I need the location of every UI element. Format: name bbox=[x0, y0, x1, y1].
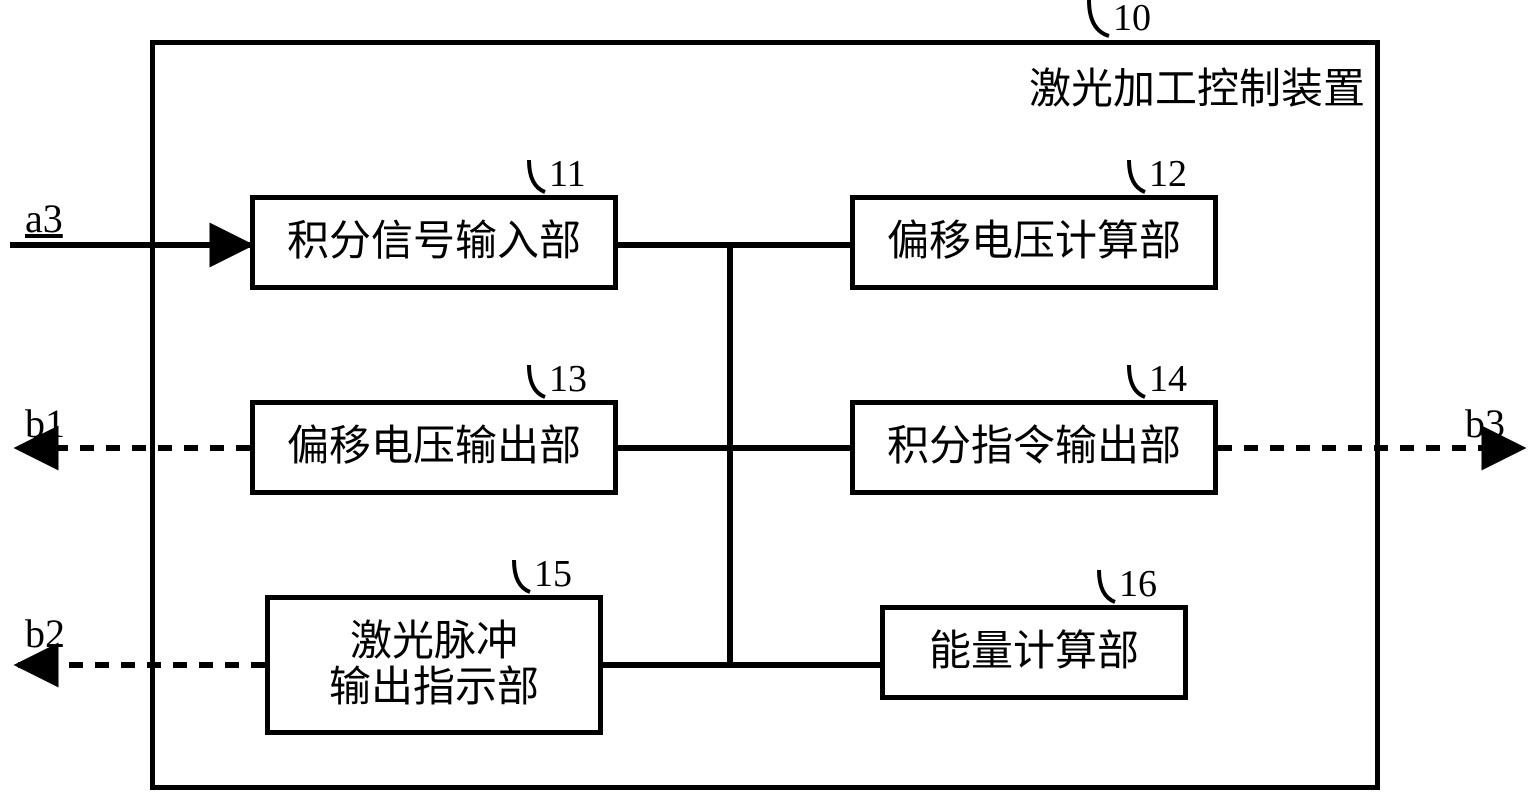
ref-16: 16 bbox=[1095, 562, 1157, 606]
ext-label-a3: a3 bbox=[25, 195, 63, 242]
block-16: 能量计算部 bbox=[880, 605, 1188, 700]
outer-ref-10: 10 bbox=[1085, 0, 1151, 40]
ext-label-b1: b1 bbox=[25, 400, 65, 447]
ref-11: 11 bbox=[525, 152, 586, 196]
ext-label-b2: b2 bbox=[25, 610, 65, 657]
block-12: 偏移电压计算部 bbox=[850, 195, 1218, 290]
ext-label-b3: b3 bbox=[1465, 400, 1505, 447]
ref-13: 13 bbox=[525, 357, 587, 401]
block-11: 积分信号输入部 bbox=[250, 195, 618, 290]
outer-device-title: 激光加工控制装置 bbox=[1029, 55, 1365, 116]
block-13: 偏移电压输出部 bbox=[250, 400, 618, 495]
ref-14: 14 bbox=[1125, 357, 1187, 401]
block-15: 激光脉冲 输出指示部 bbox=[265, 595, 603, 735]
block-14: 积分指令输出部 bbox=[850, 400, 1218, 495]
ref-12: 12 bbox=[1125, 152, 1187, 196]
diagram-canvas: 激光加工控制装置 10 积分信号输入部 11 偏移电压计算部 12 偏移电压输出… bbox=[0, 0, 1540, 812]
ref-15: 15 bbox=[510, 552, 572, 596]
